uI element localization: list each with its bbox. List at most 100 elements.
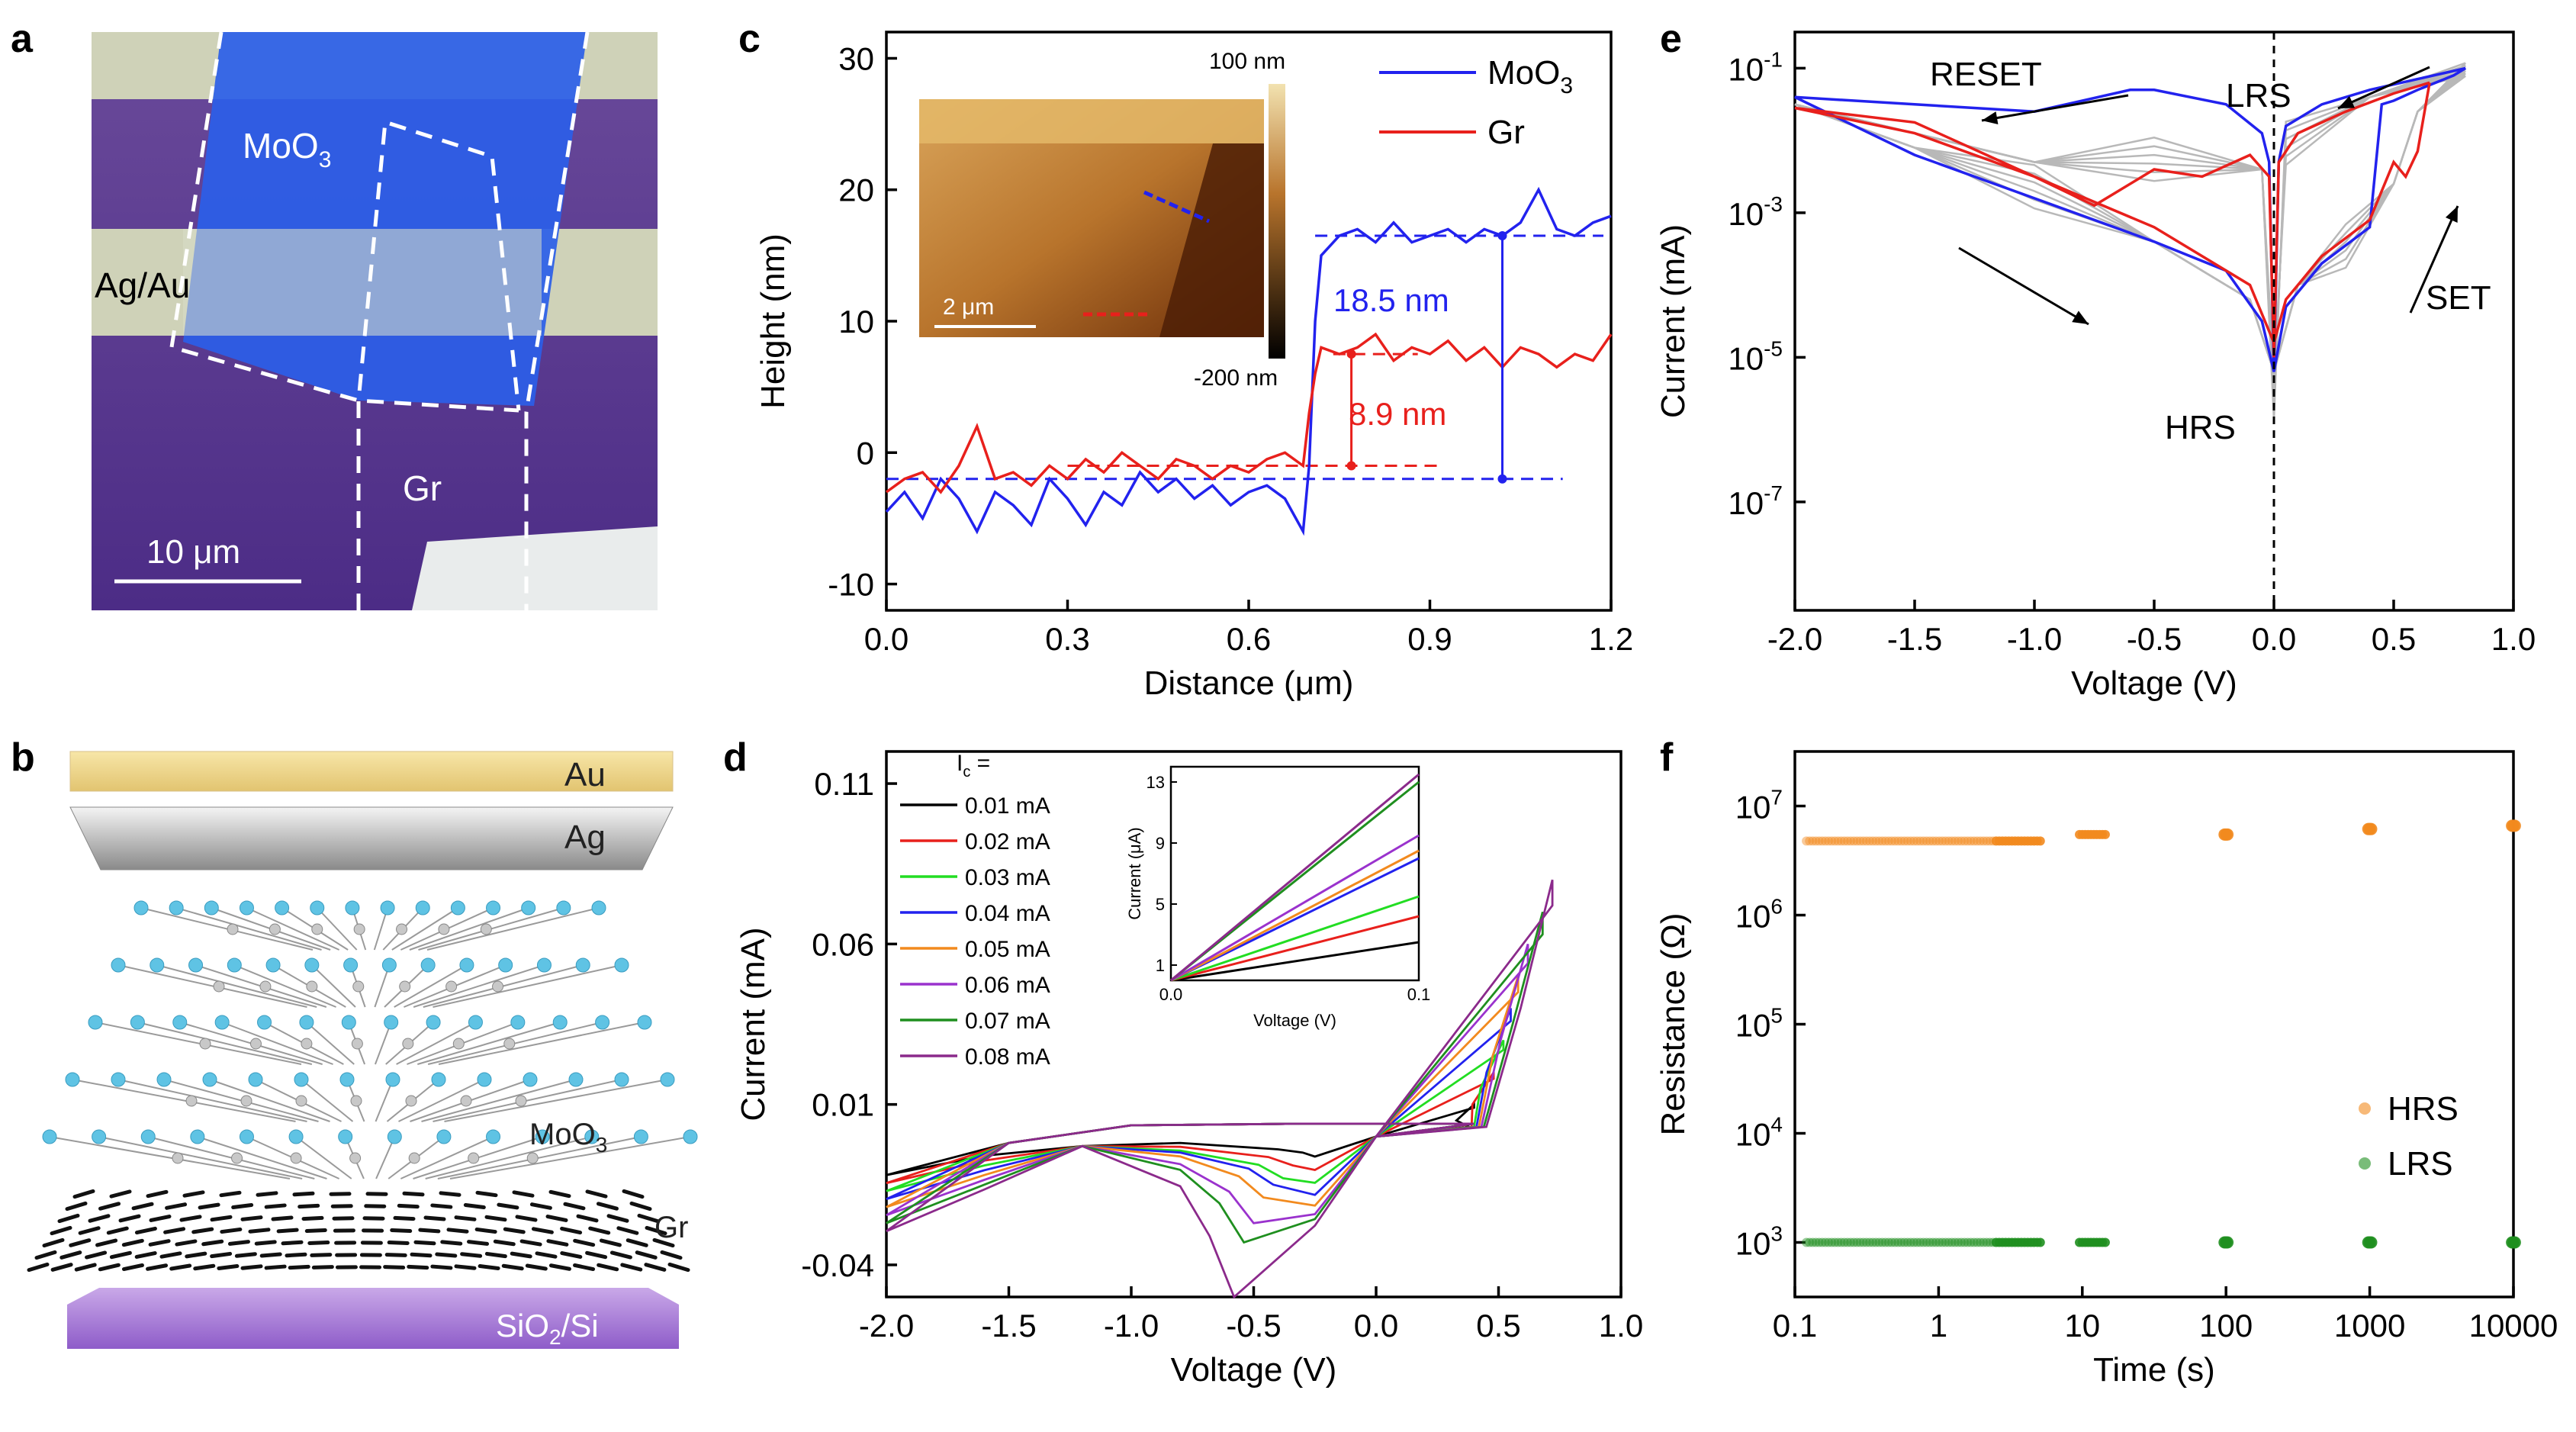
graphene-bond bbox=[264, 1203, 287, 1209]
x-tick-label-c: 0.3 bbox=[1045, 621, 1089, 657]
lrs-point bbox=[1972, 1237, 1982, 1247]
lrs-point bbox=[1925, 1237, 1934, 1247]
hrs-point bbox=[1868, 836, 1878, 846]
mo-atom bbox=[311, 923, 323, 935]
y-tick-label-e-exp: -1 bbox=[1764, 47, 1783, 71]
step-arrow-mos-head bbox=[1497, 231, 1507, 241]
graphene-bond bbox=[179, 1215, 202, 1222]
oxygen-atom bbox=[288, 1129, 304, 1144]
lrs-point bbox=[1915, 1237, 1925, 1247]
graphene-bond bbox=[169, 1263, 192, 1271]
moo3-bond bbox=[375, 1136, 396, 1179]
graphene-bond bbox=[191, 1227, 214, 1234]
lrs-arrow bbox=[2337, 66, 2430, 110]
x-tick-label-e: 0.0 bbox=[2252, 621, 2296, 657]
graphene-bond bbox=[546, 1239, 569, 1247]
iv-curve-7 bbox=[886, 879, 1554, 1299]
moo3-bond bbox=[417, 1022, 561, 1065]
inset-x-axis-label: Voltage (V) bbox=[1253, 1011, 1336, 1030]
lrs-point bbox=[1922, 1237, 1931, 1247]
panel-label-b: b bbox=[11, 735, 35, 780]
graphene-bond bbox=[467, 1240, 490, 1246]
graphene-bond bbox=[446, 1228, 469, 1234]
oxygen-atom bbox=[510, 1015, 526, 1030]
x-tick-label-f: 10000 bbox=[2469, 1308, 2558, 1344]
graphene-bond bbox=[88, 1214, 111, 1223]
oxygen-atom bbox=[190, 1129, 205, 1144]
y-tick-label-f-exp: 5 bbox=[1770, 1004, 1783, 1028]
inset-line-4 bbox=[1170, 849, 1420, 982]
legend-label-d: 0.04 mA bbox=[965, 901, 1050, 926]
hrs-point bbox=[1982, 836, 1992, 846]
graphene-bond bbox=[292, 1191, 315, 1197]
oxygen-atom bbox=[202, 1072, 217, 1087]
electrode-label: Ag/Au bbox=[95, 265, 190, 305]
moo3-on-electrode bbox=[183, 229, 542, 336]
legend-label-moo3-sub: 3 bbox=[1560, 73, 1573, 98]
colorbar-min: -200 nm bbox=[1194, 365, 1278, 391]
graphene-bond bbox=[463, 1203, 486, 1209]
graphene-bond bbox=[50, 1225, 72, 1236]
graphene-bond bbox=[620, 1263, 643, 1272]
oxygen-atom bbox=[683, 1129, 698, 1144]
moo3-bond bbox=[400, 1136, 494, 1179]
graphene-bond bbox=[413, 1240, 436, 1246]
oxygen-atom bbox=[150, 957, 165, 973]
graphene-bond bbox=[597, 1263, 619, 1272]
colorbar-max: 100 nm bbox=[1209, 49, 1285, 74]
lrs-point bbox=[1820, 1237, 1830, 1247]
hrs-point bbox=[1814, 836, 1824, 846]
graphene-bond bbox=[440, 1240, 463, 1246]
moo3-bond bbox=[137, 1022, 313, 1065]
oxygen-atom bbox=[42, 1129, 57, 1144]
y-tick-label-f: 105 bbox=[1735, 1004, 1783, 1044]
down-arrow bbox=[1958, 246, 2089, 326]
mo-atom bbox=[259, 980, 272, 993]
graphene-bond bbox=[616, 1226, 639, 1235]
lrs-point bbox=[1827, 1237, 1837, 1247]
y-tick-label-c: -10 bbox=[828, 567, 874, 603]
hrs-point bbox=[1877, 836, 1887, 846]
hrs-point bbox=[1912, 836, 1922, 846]
y-tick-label-f: 106 bbox=[1735, 895, 1783, 935]
hrs-point bbox=[1950, 836, 1960, 846]
x-tick-label-f: 1000 bbox=[2334, 1308, 2405, 1344]
mo-atom bbox=[349, 1152, 362, 1164]
graphene-bond bbox=[519, 1239, 542, 1247]
afm-substrate bbox=[1159, 143, 1264, 337]
hrs-point bbox=[1902, 836, 1912, 846]
graphene-bond bbox=[297, 1203, 320, 1209]
panel-label-e: e bbox=[1660, 17, 1682, 61]
lrs-point bbox=[2100, 1237, 2110, 1247]
graphene-bond bbox=[397, 1203, 420, 1209]
x-tick-label-c: 1.2 bbox=[1589, 621, 1633, 657]
mo-atom bbox=[399, 980, 411, 993]
graphene-bond bbox=[383, 1265, 406, 1269]
oxygen-atom bbox=[556, 900, 571, 916]
graphene-bond bbox=[407, 1264, 429, 1270]
hrs-point bbox=[1855, 836, 1865, 846]
hrs-point bbox=[1941, 836, 1950, 846]
x-tick-label-e: -1.0 bbox=[2007, 621, 2062, 657]
lrs-point bbox=[1954, 1237, 1963, 1247]
oxygen-atom bbox=[156, 1072, 172, 1087]
set-label: SET bbox=[2426, 279, 2491, 317]
mo-atom bbox=[227, 923, 239, 935]
lrs-point bbox=[1808, 1237, 1818, 1247]
x-axis-label-f: Time (s) bbox=[2093, 1351, 2215, 1389]
graphene-bond bbox=[231, 1203, 254, 1209]
hrs-point bbox=[1817, 836, 1827, 846]
hrs-point bbox=[1874, 836, 1884, 846]
graphene-bond bbox=[430, 1203, 453, 1209]
y-tick-label-f: 107 bbox=[1735, 786, 1783, 825]
graphene-bond bbox=[637, 1213, 660, 1224]
hrs-point bbox=[2508, 819, 2521, 832]
graphene-bond bbox=[193, 1263, 216, 1271]
y-tick-label-d: -0.04 bbox=[801, 1247, 874, 1283]
moo3-bond bbox=[156, 964, 317, 1008]
plot-frame-e bbox=[1793, 31, 2515, 612]
legend-label-lrs: LRS bbox=[2388, 1145, 2453, 1183]
graphene-bond bbox=[210, 1251, 233, 1259]
graphene-bond bbox=[159, 1251, 182, 1259]
x-tick-label-e: -1.5 bbox=[1887, 621, 1942, 657]
